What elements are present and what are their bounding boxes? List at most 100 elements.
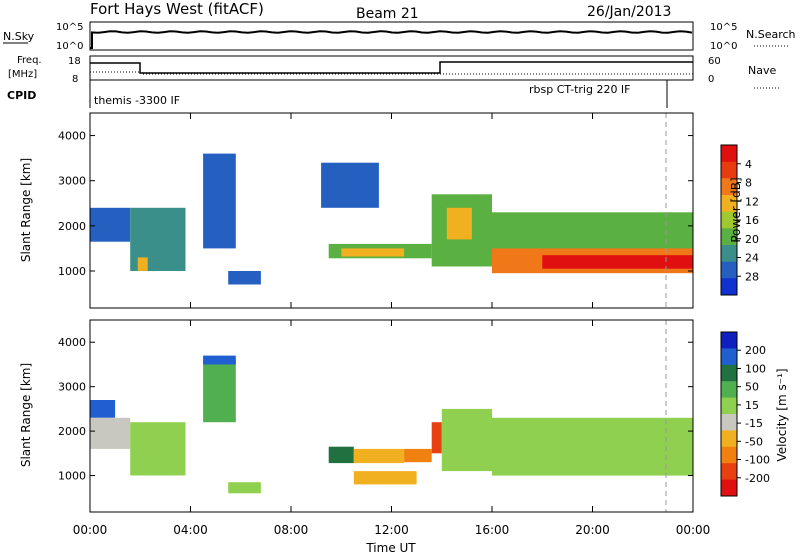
y-tick-label: 2000 bbox=[58, 425, 86, 438]
x-tick-label: 00:00 bbox=[73, 523, 108, 537]
x-tick-label: 20:00 bbox=[575, 523, 610, 537]
x-tick-label: 08:00 bbox=[274, 523, 309, 537]
beam-label: Beam 21 bbox=[356, 6, 419, 22]
colorbar-tick-label: -200 bbox=[745, 472, 770, 485]
colorbar-tick-label: 8 bbox=[745, 177, 752, 190]
colorbar-segment bbox=[721, 332, 737, 349]
nave-label: Nave bbox=[748, 64, 776, 77]
colorbar-segment bbox=[721, 397, 737, 415]
plot-title: Fort Hays West (fitACF) bbox=[90, 0, 264, 18]
freq-unit-label: [MHz] bbox=[8, 69, 37, 80]
colorbar-tick-label: -15 bbox=[745, 417, 763, 430]
colorbar-tick-label: -50 bbox=[745, 435, 763, 448]
nave-tick-high: 60 bbox=[708, 56, 721, 67]
y-tick-label: 3000 bbox=[58, 175, 86, 188]
freq-series bbox=[90, 61, 693, 74]
colorbar-segment bbox=[721, 245, 737, 263]
nsearch-label: N.Search bbox=[746, 28, 796, 41]
y-tick-label: 2000 bbox=[58, 220, 86, 233]
heatmap-cell bbox=[90, 400, 116, 418]
freq-tick-low: 8 bbox=[72, 74, 78, 85]
x-tick-label: 04:00 bbox=[173, 523, 208, 537]
heatmap-cell bbox=[203, 355, 236, 365]
power-heatmap bbox=[90, 153, 694, 285]
heatmap-cell bbox=[203, 360, 236, 423]
colorbar-tick-label: 28 bbox=[745, 270, 759, 283]
cpid-left-text: themis -3300 IF bbox=[94, 94, 180, 107]
colorbar-segment bbox=[721, 348, 737, 366]
power-colorbar: 4 8 12 16 20 24 28 bbox=[720, 144, 759, 296]
colorbar-segment bbox=[721, 228, 737, 246]
y-tick-label: 1000 bbox=[58, 265, 86, 278]
nave-tick-low: 0 bbox=[708, 74, 714, 85]
nsky-label: N.Sky bbox=[3, 30, 35, 43]
nsky-tick-low: 10^0 bbox=[56, 41, 83, 52]
heatmap-cell bbox=[321, 162, 379, 208]
heatmap-cell bbox=[90, 207, 131, 242]
freq-label: Freq. bbox=[17, 55, 42, 66]
colorbar-tick-label: 15 bbox=[745, 399, 759, 412]
date-label: 26/Jan/2013 bbox=[587, 4, 671, 20]
colorbar-segment bbox=[721, 430, 737, 448]
heatmap-cell bbox=[328, 446, 354, 464]
heatmap-cell bbox=[542, 255, 694, 269]
freq-panel: Freq. [MHz] 18 8 60 0 Nave bbox=[8, 55, 780, 89]
y-tick-label: 3000 bbox=[58, 381, 86, 394]
colorbar-tick-label: 100 bbox=[745, 362, 766, 375]
power-ylabel: Slant Range [km] bbox=[19, 158, 33, 262]
x-axis: 00:00 04:00 08:00 12:00 16:00 20:00 00:00 bbox=[73, 113, 710, 537]
colorbar-tick-label: 24 bbox=[745, 252, 759, 265]
heatmap-cell bbox=[492, 417, 693, 476]
heatmap-cell bbox=[441, 408, 493, 472]
power-panel: 1000 2000 3000 4000 Slant Range [km] bbox=[19, 112, 694, 309]
colorbar-segment bbox=[721, 178, 737, 196]
power-colorbar-label: Power [dB] bbox=[729, 177, 743, 242]
cpid-row: CPID themis -3300 IF rbsp CT-trig 220 IF bbox=[7, 80, 668, 108]
cpid-label: CPID bbox=[7, 89, 36, 102]
nsky-series bbox=[90, 30, 693, 49]
colorbar-segment bbox=[721, 479, 737, 497]
y-tick-label: 4000 bbox=[58, 130, 86, 143]
y-tick-label: 1000 bbox=[58, 470, 86, 483]
colorbar-segment bbox=[721, 145, 737, 163]
velocity-colorbar: 200 100 50 15 -15 -50 -100 -200 bbox=[720, 331, 770, 497]
velocity-y-axis: 1000 2000 3000 4000 bbox=[58, 336, 693, 483]
colorbar-tick-label: 16 bbox=[745, 214, 759, 227]
velocity-panel: 1000 2000 3000 4000 00:00 04:00 08:00 12:00 16:… bbox=[19, 113, 710, 554]
velocity-heatmap bbox=[90, 355, 693, 494]
nsearch-tick-high: 10^5 bbox=[710, 22, 737, 33]
heatmap-cell bbox=[341, 248, 405, 257]
freq-tick-high: 18 bbox=[68, 56, 81, 67]
colorbar-tick-label: 20 bbox=[745, 233, 759, 246]
colorbar-tick-label: -100 bbox=[745, 454, 770, 467]
heatmap-cell bbox=[90, 417, 131, 449]
heatmap-cell bbox=[353, 448, 405, 464]
nsky-panel: N.Sky 10^5 10^0 10^5 10^0 N.Search bbox=[3, 21, 796, 52]
heatmap-cell bbox=[446, 207, 472, 240]
colorbar-segment bbox=[721, 364, 737, 382]
x-tick-label: 12:00 bbox=[374, 523, 409, 537]
cpid-right-text: rbsp CT-trig 220 IF bbox=[529, 83, 631, 96]
heatmap-cell bbox=[137, 257, 148, 271]
colorbar-tick-label: 200 bbox=[745, 344, 766, 357]
colorbar-frame bbox=[720, 331, 738, 497]
xaxis-label: Time UT bbox=[365, 541, 416, 554]
colorbar-segment bbox=[721, 446, 737, 464]
nsky-tick-high: 10^5 bbox=[56, 22, 83, 33]
heatmap-cell bbox=[404, 448, 432, 463]
colorbar-segment bbox=[721, 161, 737, 179]
colorbar-segment bbox=[721, 414, 737, 431]
x-tick-label: 16:00 bbox=[475, 523, 510, 537]
heatmap-cell bbox=[228, 271, 261, 285]
heatmap-cell bbox=[228, 482, 261, 494]
nsearch-tick-low: 10^0 bbox=[710, 41, 737, 52]
heatmap-cell bbox=[130, 422, 186, 476]
colorbar-tick-label: 50 bbox=[745, 381, 759, 394]
power-y-axis: 1000 2000 3000 4000 bbox=[58, 130, 693, 278]
y-tick-label: 4000 bbox=[58, 336, 86, 349]
colorbar-segment bbox=[721, 278, 737, 296]
colorbar-tick-label: 12 bbox=[745, 195, 759, 208]
heatmap-cell bbox=[353, 471, 417, 485]
colorbar-segment bbox=[721, 463, 737, 481]
